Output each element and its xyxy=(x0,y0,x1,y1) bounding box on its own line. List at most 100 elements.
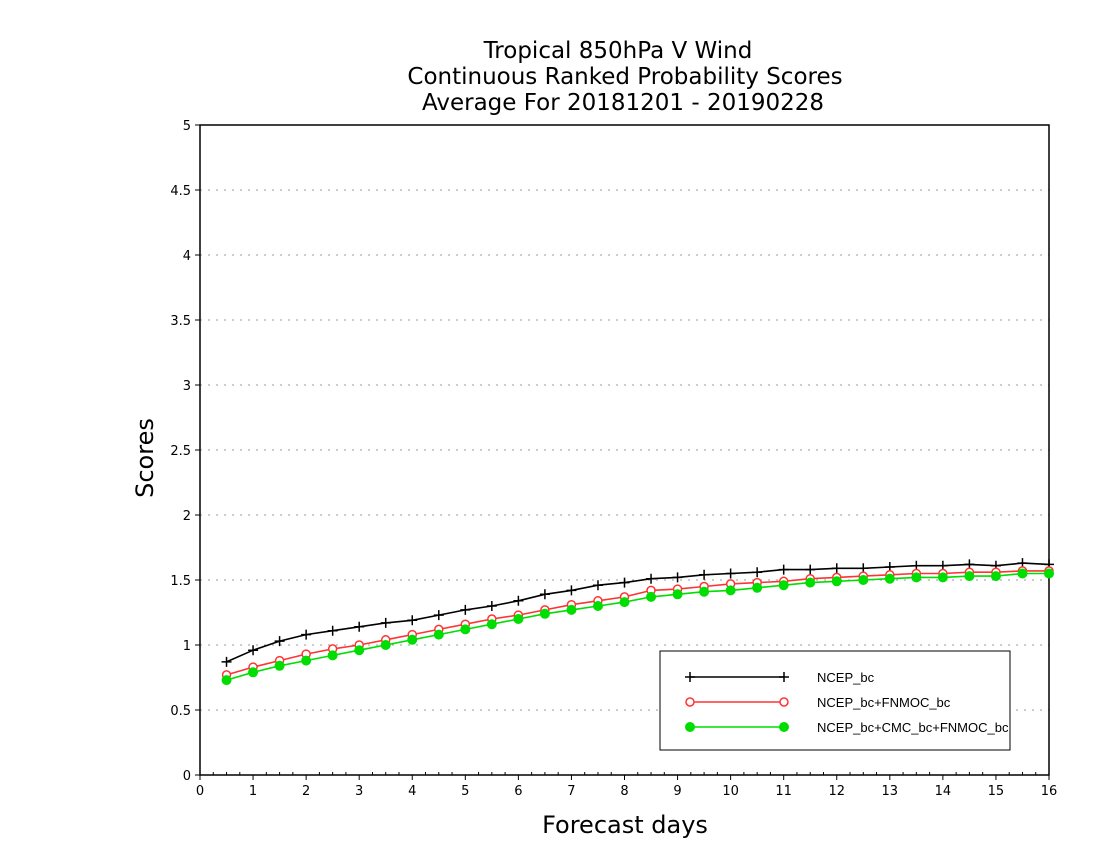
filled-circle-marker xyxy=(752,582,763,593)
plus-marker xyxy=(805,564,816,575)
chart-title-line-2: Continuous Ranked Probability Scores xyxy=(407,64,842,90)
y-tick-label: 1.5 xyxy=(170,574,191,589)
x-tick-label: 4 xyxy=(408,784,416,799)
x-tick-label: 13 xyxy=(882,784,899,799)
filled-circle-marker xyxy=(831,576,842,587)
y-tick-label: 0 xyxy=(183,769,191,784)
legend-entry: NCEP_bc+FNMOC_bc xyxy=(685,695,951,710)
legend-label: NCEP_bc+CMC_bc+FNMOC_bc xyxy=(817,720,1009,735)
open-circle-marker xyxy=(779,697,789,707)
x-tick-label: 0 xyxy=(196,784,204,799)
y-tick-label: 4 xyxy=(183,249,191,264)
plus-marker xyxy=(831,563,842,574)
chart-title-line-3: Average For 20181201 - 20190228 xyxy=(422,90,824,116)
filled-circle-marker xyxy=(778,580,789,591)
filled-circle-marker xyxy=(619,597,630,608)
filled-circle-marker xyxy=(964,571,975,582)
legend: NCEP_bc NCEP_bc+FNMOC_bc NCEP_bc+CMC_bc+FN… xyxy=(659,650,1011,751)
legend-label: NCEP_bc xyxy=(817,670,875,685)
filled-circle-marker xyxy=(327,650,338,661)
x-tick-label: 3 xyxy=(355,784,363,799)
filled-circle-marker xyxy=(380,640,391,650)
y-tick-label: 4.5 xyxy=(170,184,191,199)
filled-circle-marker xyxy=(911,572,922,583)
y-tick-label: 5 xyxy=(183,119,191,134)
y-tick-label: 3.5 xyxy=(170,314,191,329)
filled-circle-marker xyxy=(699,586,710,597)
plus-marker xyxy=(685,672,695,682)
open-circle-marker xyxy=(685,697,695,707)
x-axis: 0 1 2 3 4 5 6 7 8 9 10 11 12 13 14 15 16 xyxy=(196,772,1057,799)
legend-entries: NCEP_bc NCEP_bc+FNMOC_bc NCEP_bc+CMC_bc+FN… xyxy=(685,670,1009,735)
plus-marker xyxy=(779,672,789,682)
plus-marker xyxy=(327,625,338,636)
x-tick-label: 9 xyxy=(673,784,681,799)
plus-marker xyxy=(646,573,657,584)
filled-circle-marker xyxy=(486,619,497,630)
plus-marker xyxy=(592,580,603,591)
filled-circle-marker xyxy=(884,573,895,584)
y-tick-label: 2.5 xyxy=(170,444,191,459)
filled-circle-marker xyxy=(248,667,259,678)
x-tick-label: 8 xyxy=(620,784,628,799)
filled-circle-marker xyxy=(937,572,948,583)
y-tick-label: 0.5 xyxy=(170,704,191,719)
plus-marker xyxy=(221,656,232,667)
plus-marker xyxy=(699,569,710,580)
y-axis-title: Scores xyxy=(131,418,159,498)
x-tick-label: 15 xyxy=(988,784,1005,799)
filled-circle-marker xyxy=(274,660,285,671)
filled-circle-marker xyxy=(221,675,232,686)
filled-circle-marker xyxy=(592,601,603,611)
series-layer xyxy=(221,558,1054,686)
y-tick-label: 2 xyxy=(183,509,191,524)
plus-marker xyxy=(725,568,736,579)
chart-title: Tropical 850hPa V Wind Continuous Ranked… xyxy=(407,38,842,116)
x-tick-label: 14 xyxy=(935,784,952,799)
plus-marker xyxy=(566,585,577,596)
filled-circle-marker xyxy=(646,591,657,602)
filled-circle-marker xyxy=(990,571,1001,582)
chart-title-line-1: Tropical 850hPa V Wind xyxy=(483,38,753,64)
legend-entry: NCEP_bc+CMC_bc+FNMOC_bc xyxy=(685,720,1009,735)
filled-circle-marker xyxy=(858,575,869,585)
filled-circle-marker xyxy=(725,585,736,596)
series-2 xyxy=(221,568,1054,686)
filled-circle-marker xyxy=(1044,568,1054,579)
filled-circle-marker xyxy=(539,608,550,619)
filled-circle-marker xyxy=(460,624,471,635)
plus-marker xyxy=(248,645,259,656)
x-tick-label: 5 xyxy=(461,784,469,799)
filled-circle-marker xyxy=(805,577,816,588)
x-tick-label: 16 xyxy=(1041,784,1058,799)
plus-marker xyxy=(354,621,365,632)
x-tick-label: 2 xyxy=(302,784,310,799)
filled-circle-marker xyxy=(354,645,365,656)
plus-marker xyxy=(274,636,285,647)
filled-circle-marker xyxy=(566,604,577,615)
filled-circle-marker xyxy=(301,655,312,666)
x-axis-title: Forecast days xyxy=(542,811,708,839)
plus-marker xyxy=(778,564,789,575)
filled-circle-marker xyxy=(1017,568,1028,579)
x-tick-label: 6 xyxy=(514,784,522,799)
plus-marker xyxy=(460,604,471,615)
y-axis: 0 0.5 1 1.5 2 2.5 3 3.5 4 4.5 5 xyxy=(170,119,200,784)
plus-marker xyxy=(433,610,444,621)
x-tick-label: 1 xyxy=(249,784,257,799)
filled-circle-marker xyxy=(407,634,418,645)
filled-circle-marker xyxy=(685,722,695,732)
filled-circle-marker xyxy=(433,629,444,640)
series-0 xyxy=(221,558,1054,667)
plus-marker xyxy=(407,615,418,626)
plus-marker xyxy=(752,567,763,578)
filled-circle-marker xyxy=(513,614,524,624)
filled-circle-marker xyxy=(672,589,683,600)
x-tick-label: 12 xyxy=(828,784,845,799)
plus-marker xyxy=(301,629,312,640)
filled-circle-marker xyxy=(779,722,789,732)
legend-box xyxy=(659,650,1011,751)
y-tick-label: 3 xyxy=(183,379,191,394)
x-tick-label: 7 xyxy=(567,784,575,799)
